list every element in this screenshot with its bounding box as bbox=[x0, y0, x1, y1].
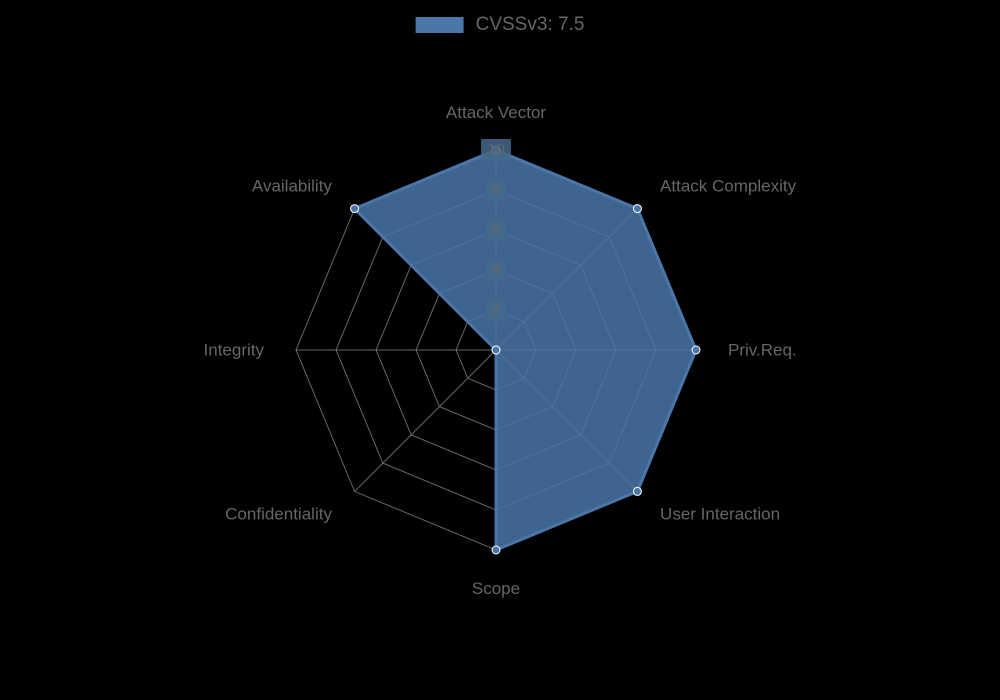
series-point bbox=[351, 205, 359, 213]
axis-label: Confidentiality bbox=[225, 505, 332, 524]
radar-chart: 2 4 6 8 10 Attack Vector Attack Complexity Priv… bbox=[0, 0, 1000, 700]
tick-label: 6 bbox=[492, 222, 501, 239]
axis-label: Attack Complexity bbox=[660, 176, 797, 195]
axis-label: User Interaction bbox=[660, 505, 780, 524]
tick-label: 4 bbox=[492, 262, 501, 279]
legend-label: CVSSv3: 7.5 bbox=[476, 14, 585, 36]
tick-label: 8 bbox=[492, 182, 501, 199]
tick-label: 10 bbox=[487, 142, 505, 159]
series-point bbox=[492, 346, 500, 354]
series-point bbox=[633, 205, 641, 213]
axis-label: Scope bbox=[472, 579, 520, 598]
tick-label: 2 bbox=[492, 302, 501, 319]
radar-svg: 2 4 6 8 10 Attack Vector Attack Complexity Priv… bbox=[0, 0, 1000, 700]
series-point bbox=[492, 546, 500, 554]
axis-label: Integrity bbox=[204, 341, 265, 360]
axis-label: Availability bbox=[252, 176, 333, 195]
axis-label: Attack Vector bbox=[446, 103, 546, 122]
axis-label: Priv.Req. bbox=[728, 341, 797, 360]
series-point bbox=[692, 346, 700, 354]
series-point bbox=[633, 487, 641, 495]
legend-swatch bbox=[416, 17, 464, 33]
legend[interactable]: CVSSv3: 7.5 bbox=[416, 14, 585, 36]
